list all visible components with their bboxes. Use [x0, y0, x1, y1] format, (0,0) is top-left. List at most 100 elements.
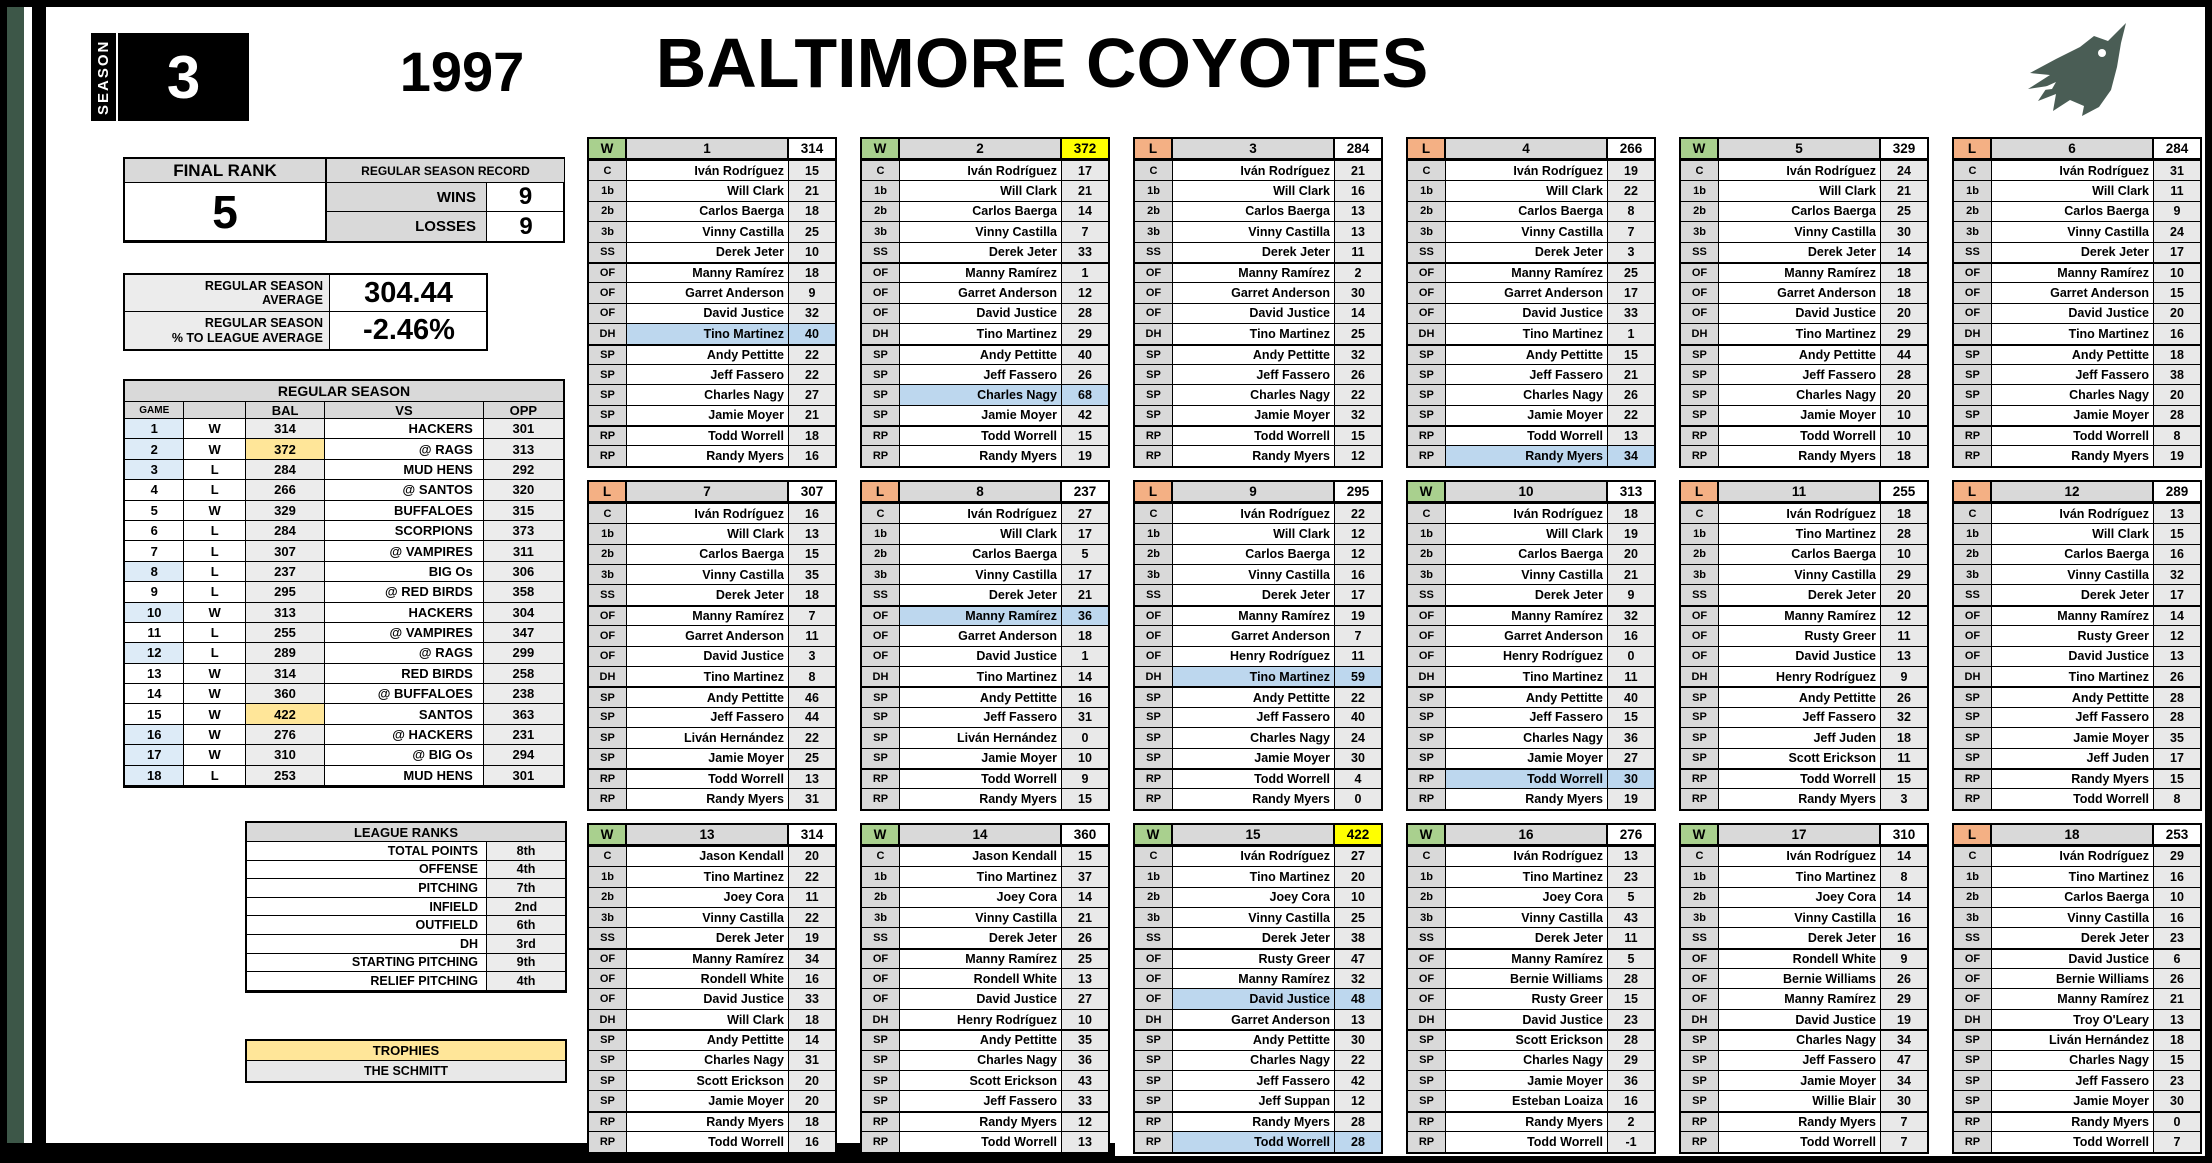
player-points: 17 [2154, 242, 2200, 262]
player-name: Jeff Fassero [1719, 707, 1881, 728]
player-position: SP [1408, 1071, 1446, 1091]
player-name: Jamie Moyer [900, 748, 1062, 768]
player-position: SP [862, 364, 900, 385]
player-position: SP [1135, 405, 1173, 426]
player-points: 8 [1608, 201, 1654, 222]
player-row: SP Charles Nagy 29 [1408, 1049, 1654, 1071]
player-points: 13 [1608, 427, 1654, 446]
player-name: Vinny Castilla [1173, 565, 1335, 585]
player-name: Manny Ramírez [900, 263, 1062, 283]
player-points: 19 [1608, 789, 1654, 809]
game-header-row: L 6 284 [1954, 139, 2200, 160]
player-points: 16 [789, 446, 835, 466]
player-position: 2b [589, 887, 627, 907]
player-position: RP [1681, 769, 1719, 789]
player-name: David Justice [627, 303, 789, 324]
player-row: DH David Justice 19 [1681, 1008, 1927, 1030]
player-name: Vinny Castilla [900, 907, 1062, 928]
rs-opponent: SCORPIONS [325, 520, 484, 542]
rs-opponent-score: 311 [483, 541, 564, 562]
player-row: 2b Carlos Baerga 10 [1681, 543, 1927, 565]
player-name: Garret Anderson [1446, 626, 1608, 646]
player-name: Scott Erickson [1719, 748, 1881, 768]
player-row: SP Jeff Fassero 22 [589, 363, 835, 385]
game-number-cell: 4 [1446, 139, 1608, 158]
player-position: 1b [1681, 867, 1719, 887]
player-points: 17 [2154, 748, 2200, 768]
player-position: SP [1954, 1091, 1992, 1111]
player-points: 36 [1062, 1050, 1108, 1071]
table-row: 17 W 310 @ BIG Os 294 [125, 745, 564, 766]
player-points: 1 [1608, 324, 1654, 344]
player-position: DH [1954, 1009, 1992, 1030]
player-name: Jamie Moyer [627, 405, 789, 426]
player-points: 30 [1335, 1031, 1381, 1050]
player-points: 25 [1608, 263, 1654, 283]
player-position: RP [862, 1112, 900, 1132]
player-name: Scott Erickson [627, 1071, 789, 1091]
player-points: 16 [1881, 907, 1927, 928]
player-row: SS Derek Jeter 9 [1408, 584, 1654, 605]
player-name: Garret Anderson [1992, 283, 2154, 303]
player-position: SP [1954, 1050, 1992, 1071]
player-row: SS Derek Jeter 23 [1954, 927, 2200, 948]
player-row: SP Jeff Fassero 42 [1135, 1070, 1381, 1091]
player-position: OF [862, 263, 900, 283]
player-name: Derek Jeter [900, 585, 1062, 605]
player-name: Jeff Fassero [900, 707, 1062, 728]
player-row: OF Rondell White 16 [589, 968, 835, 989]
player-row: 1b Will Clark 12 [1135, 523, 1381, 544]
player-position: SS [1681, 585, 1719, 605]
player-points: 25 [1335, 324, 1381, 344]
player-points: 31 [1062, 707, 1108, 728]
player-position: SP [1681, 688, 1719, 707]
player-name: Jamie Moyer [1992, 728, 2154, 748]
game-box: L 4 266 C Iván Rodríguez 19 1b Will Clar… [1406, 137, 1656, 468]
player-name: Charles Nagy [627, 385, 789, 405]
player-name: Derek Jeter [1173, 585, 1335, 605]
player-row: RP Todd Worrell 18 [589, 425, 835, 446]
rs-game-number: 8 [125, 561, 185, 583]
player-points: 14 [2154, 606, 2200, 626]
season-box: SEASON 3 [91, 33, 249, 121]
game-score-cell: 266 [1608, 139, 1654, 158]
player-position: OF [1135, 263, 1173, 283]
player-position: OF [1135, 969, 1173, 989]
player-name: Randy Myers [1719, 789, 1881, 809]
player-name: Will Clark [627, 181, 789, 201]
player-row: SP Jeff Fassero 32 [1681, 706, 1927, 728]
player-points: 11 [2154, 181, 2200, 201]
player-name: Tino Martinez [1719, 324, 1881, 344]
player-points: 21 [1608, 565, 1654, 585]
player-row: RP Todd Worrell 15 [1681, 767, 1927, 789]
rs-result: L [184, 622, 246, 644]
player-row: RP Todd Worrell 13 [589, 767, 835, 789]
player-position: 3b [1954, 565, 1992, 585]
rank-row: RELIEF PITCHING 4th [247, 972, 565, 991]
player-name: David Justice [900, 646, 1062, 666]
player-position: 2b [1681, 201, 1719, 222]
player-row: DH Tino Martinez 14 [862, 665, 1108, 687]
player-points: 3 [789, 646, 835, 666]
player-position: 3b [1135, 222, 1173, 242]
player-position: 2b [1681, 887, 1719, 907]
player-row: SP Andy Pettitte 16 [862, 686, 1108, 707]
player-name: Charles Nagy [900, 1050, 1062, 1071]
player-row: SP Scott Erickson 28 [1408, 1029, 1654, 1050]
player-row: SS Derek Jeter 3 [1408, 241, 1654, 262]
game-result-cell: L [1681, 481, 1719, 501]
player-name: Derek Jeter [1719, 585, 1881, 605]
player-row: OF David Justice 33 [589, 988, 835, 1009]
player-points: 30 [1335, 748, 1381, 768]
game-number-cell: 18 [1992, 824, 2154, 844]
player-points: 21 [789, 181, 835, 201]
game-score-cell: 276 [1608, 824, 1654, 844]
player-name: Tino Martinez [1719, 524, 1881, 544]
player-position: SP [862, 345, 900, 364]
player-row: 2b Carlos Baerga 8 [1408, 200, 1654, 222]
team-name-title: BALTIMORE COYOTES [655, 24, 1429, 102]
game-score-cell: 255 [1881, 481, 1927, 501]
player-name: David Justice [1719, 303, 1881, 324]
player-row: C Iván Rodríguez 13 [1954, 502, 2200, 524]
player-points: 33 [1608, 303, 1654, 324]
